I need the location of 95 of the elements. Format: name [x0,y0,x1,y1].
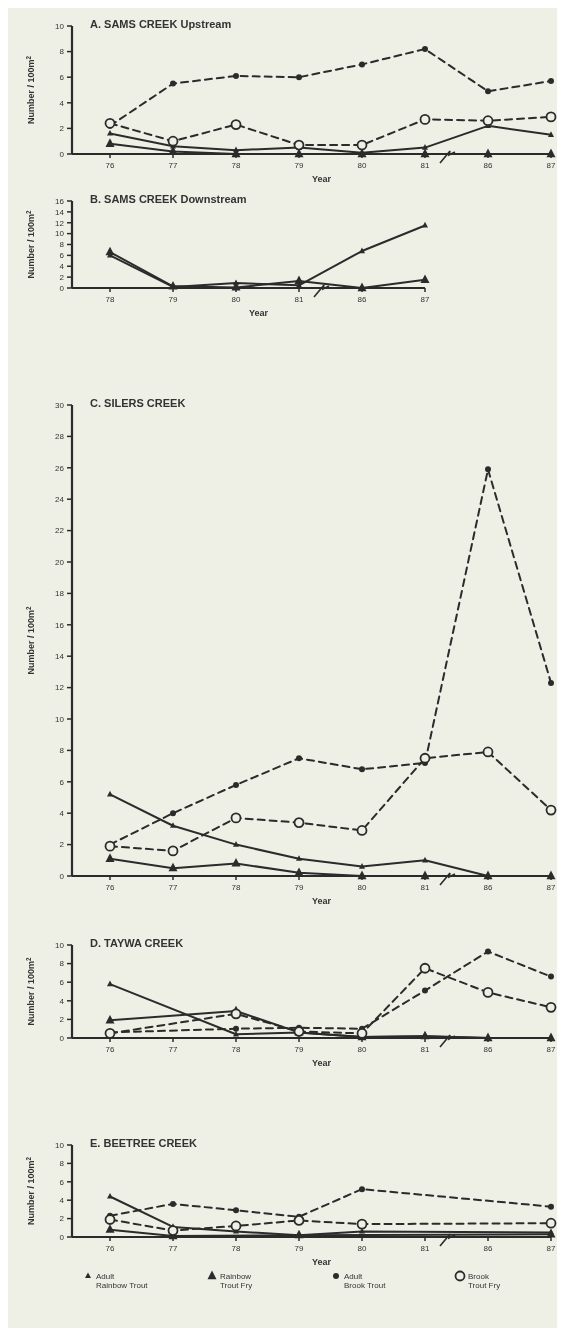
y-tick-label: 14 [55,652,65,661]
x-tick-label: 77 [168,1045,178,1054]
y-tick-label: 2 [59,1214,65,1224]
y-tick-label: 10 [55,21,65,31]
y-tick-label: 18 [55,589,65,599]
x-axis-title: Year [311,896,332,906]
y-tick-label: 12 [55,218,65,228]
y-tick-label: 28 [55,432,65,442]
x-tick-label: 87 [546,1244,556,1253]
x-tick-label: 76 [105,161,115,170]
x-tick-label: 78 [231,161,241,170]
legend-label: Brook Trout Fry [468,1272,501,1291]
y-tick-label: 8 [59,240,65,250]
y-tick-label: 8 [59,959,65,969]
x-tick-label: 87 [420,295,430,304]
y-tick-label: 8 [59,1159,65,1169]
x-tick-label: 86 [357,295,367,304]
chart-title: A. SAMS CREEK Upstream [90,18,232,30]
legend-label: Adult Brook Trout [344,1272,387,1291]
x-tick-label: 80 [231,295,241,304]
y-tick-label: 0 [59,1033,65,1043]
x-tick-label: 86 [483,1045,493,1054]
x-axis-title: Year [311,1257,332,1267]
y-tick-label: 12 [55,683,65,693]
chart-title: B. SAMS CREEK Downstream [90,193,247,205]
x-tick-label: 87 [546,1045,556,1054]
x-tick-label: 79 [294,1045,304,1054]
x-tick-label: 79 [294,1244,304,1253]
y-tick-label: 4 [59,996,65,1006]
y-tick-label: 6 [59,777,65,787]
x-tick-label: 79 [294,161,304,170]
y-tick-label: 24 [55,495,65,504]
y-tick-label: 8 [59,47,65,57]
y-tick-label: 0 [59,1232,65,1242]
y-tick-label: 10 [55,940,65,950]
x-tick-label: 80 [357,883,367,892]
y-tick-label: 2 [59,272,65,282]
x-tick-label: 81 [420,1244,430,1253]
y-tick-label: 2 [59,840,65,850]
legend-label: Adult Rainbow Trout [96,1272,149,1291]
y-tick-label: 4 [59,98,65,108]
x-tick-label: 77 [168,161,178,170]
x-tick-label: 81 [420,1045,430,1054]
x-tick-label: 76 [105,883,115,892]
x-tick-label: 81 [420,161,430,170]
x-tick-label: 80 [357,1045,367,1054]
chart-title: D. TAYWA CREEK [90,937,184,949]
x-tick-label: 87 [546,161,556,170]
x-tick-label: 87 [546,883,556,892]
y-tick-label: 0 [59,149,65,159]
x-tick-label: 76 [105,1244,115,1253]
x-tick-label: 78 [231,883,241,892]
x-tick-label: 80 [357,161,367,170]
y-tick-label: 8 [59,746,65,756]
x-tick-label: 80 [357,1244,367,1253]
x-tick-label: 78 [105,295,115,304]
y-tick-label: 0 [59,871,65,881]
x-tick-label: 79 [294,883,304,892]
y-tick-label: 6 [59,251,65,261]
y-tick-label: 26 [55,463,65,473]
y-tick-label: 16 [55,196,65,206]
y-tick-label: 6 [59,73,65,82]
y-tick-label: 10 [55,714,65,724]
x-tick-label: 77 [168,883,178,892]
x-axis-title: Year [248,308,269,318]
y-tick-label: 4 [59,809,65,818]
x-tick-label: 77 [168,1244,178,1253]
x-tick-label: 86 [483,1244,493,1253]
chart-title: E. BEETREE CREEK [90,1137,198,1149]
y-tick-label: 10 [55,1140,65,1150]
y-tick-label: 22 [55,526,65,536]
y-tick-label: 30 [55,400,65,410]
y-tick-label: 6 [59,1177,65,1187]
y-tick-label: 20 [55,557,65,567]
x-tick-label: 79 [168,295,178,304]
y-tick-label: 16 [55,620,65,630]
x-tick-label: 76 [105,1045,115,1054]
y-tick-label: 0 [59,283,65,293]
chart-title: C. SILERS CREEK [90,397,186,409]
y-tick-label: 14 [55,207,65,217]
y-tick-label: 4 [59,1196,65,1205]
x-tick-label: 78 [231,1045,241,1054]
y-tick-label: 4 [59,262,65,272]
x-tick-label: 86 [483,161,493,170]
legend-label: Rainbow Trout Fry [220,1272,253,1291]
x-axis-title: Year [311,174,332,184]
x-axis-title: Year [311,1058,332,1068]
x-tick-label: 78 [231,1244,241,1253]
x-tick-label: 86 [483,883,493,892]
x-tick-label: 81 [420,883,430,892]
y-tick-label: 6 [59,978,65,987]
y-tick-label: 2 [59,124,65,134]
y-tick-label: 2 [59,1015,65,1025]
y-tick-label: 10 [55,229,65,239]
x-tick-label: 81 [294,295,304,304]
